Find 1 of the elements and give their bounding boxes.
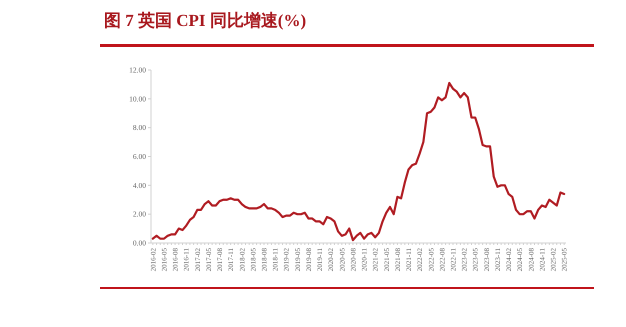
- title: 图 7 英国 CPI 同比增速(%): [104, 11, 306, 30]
